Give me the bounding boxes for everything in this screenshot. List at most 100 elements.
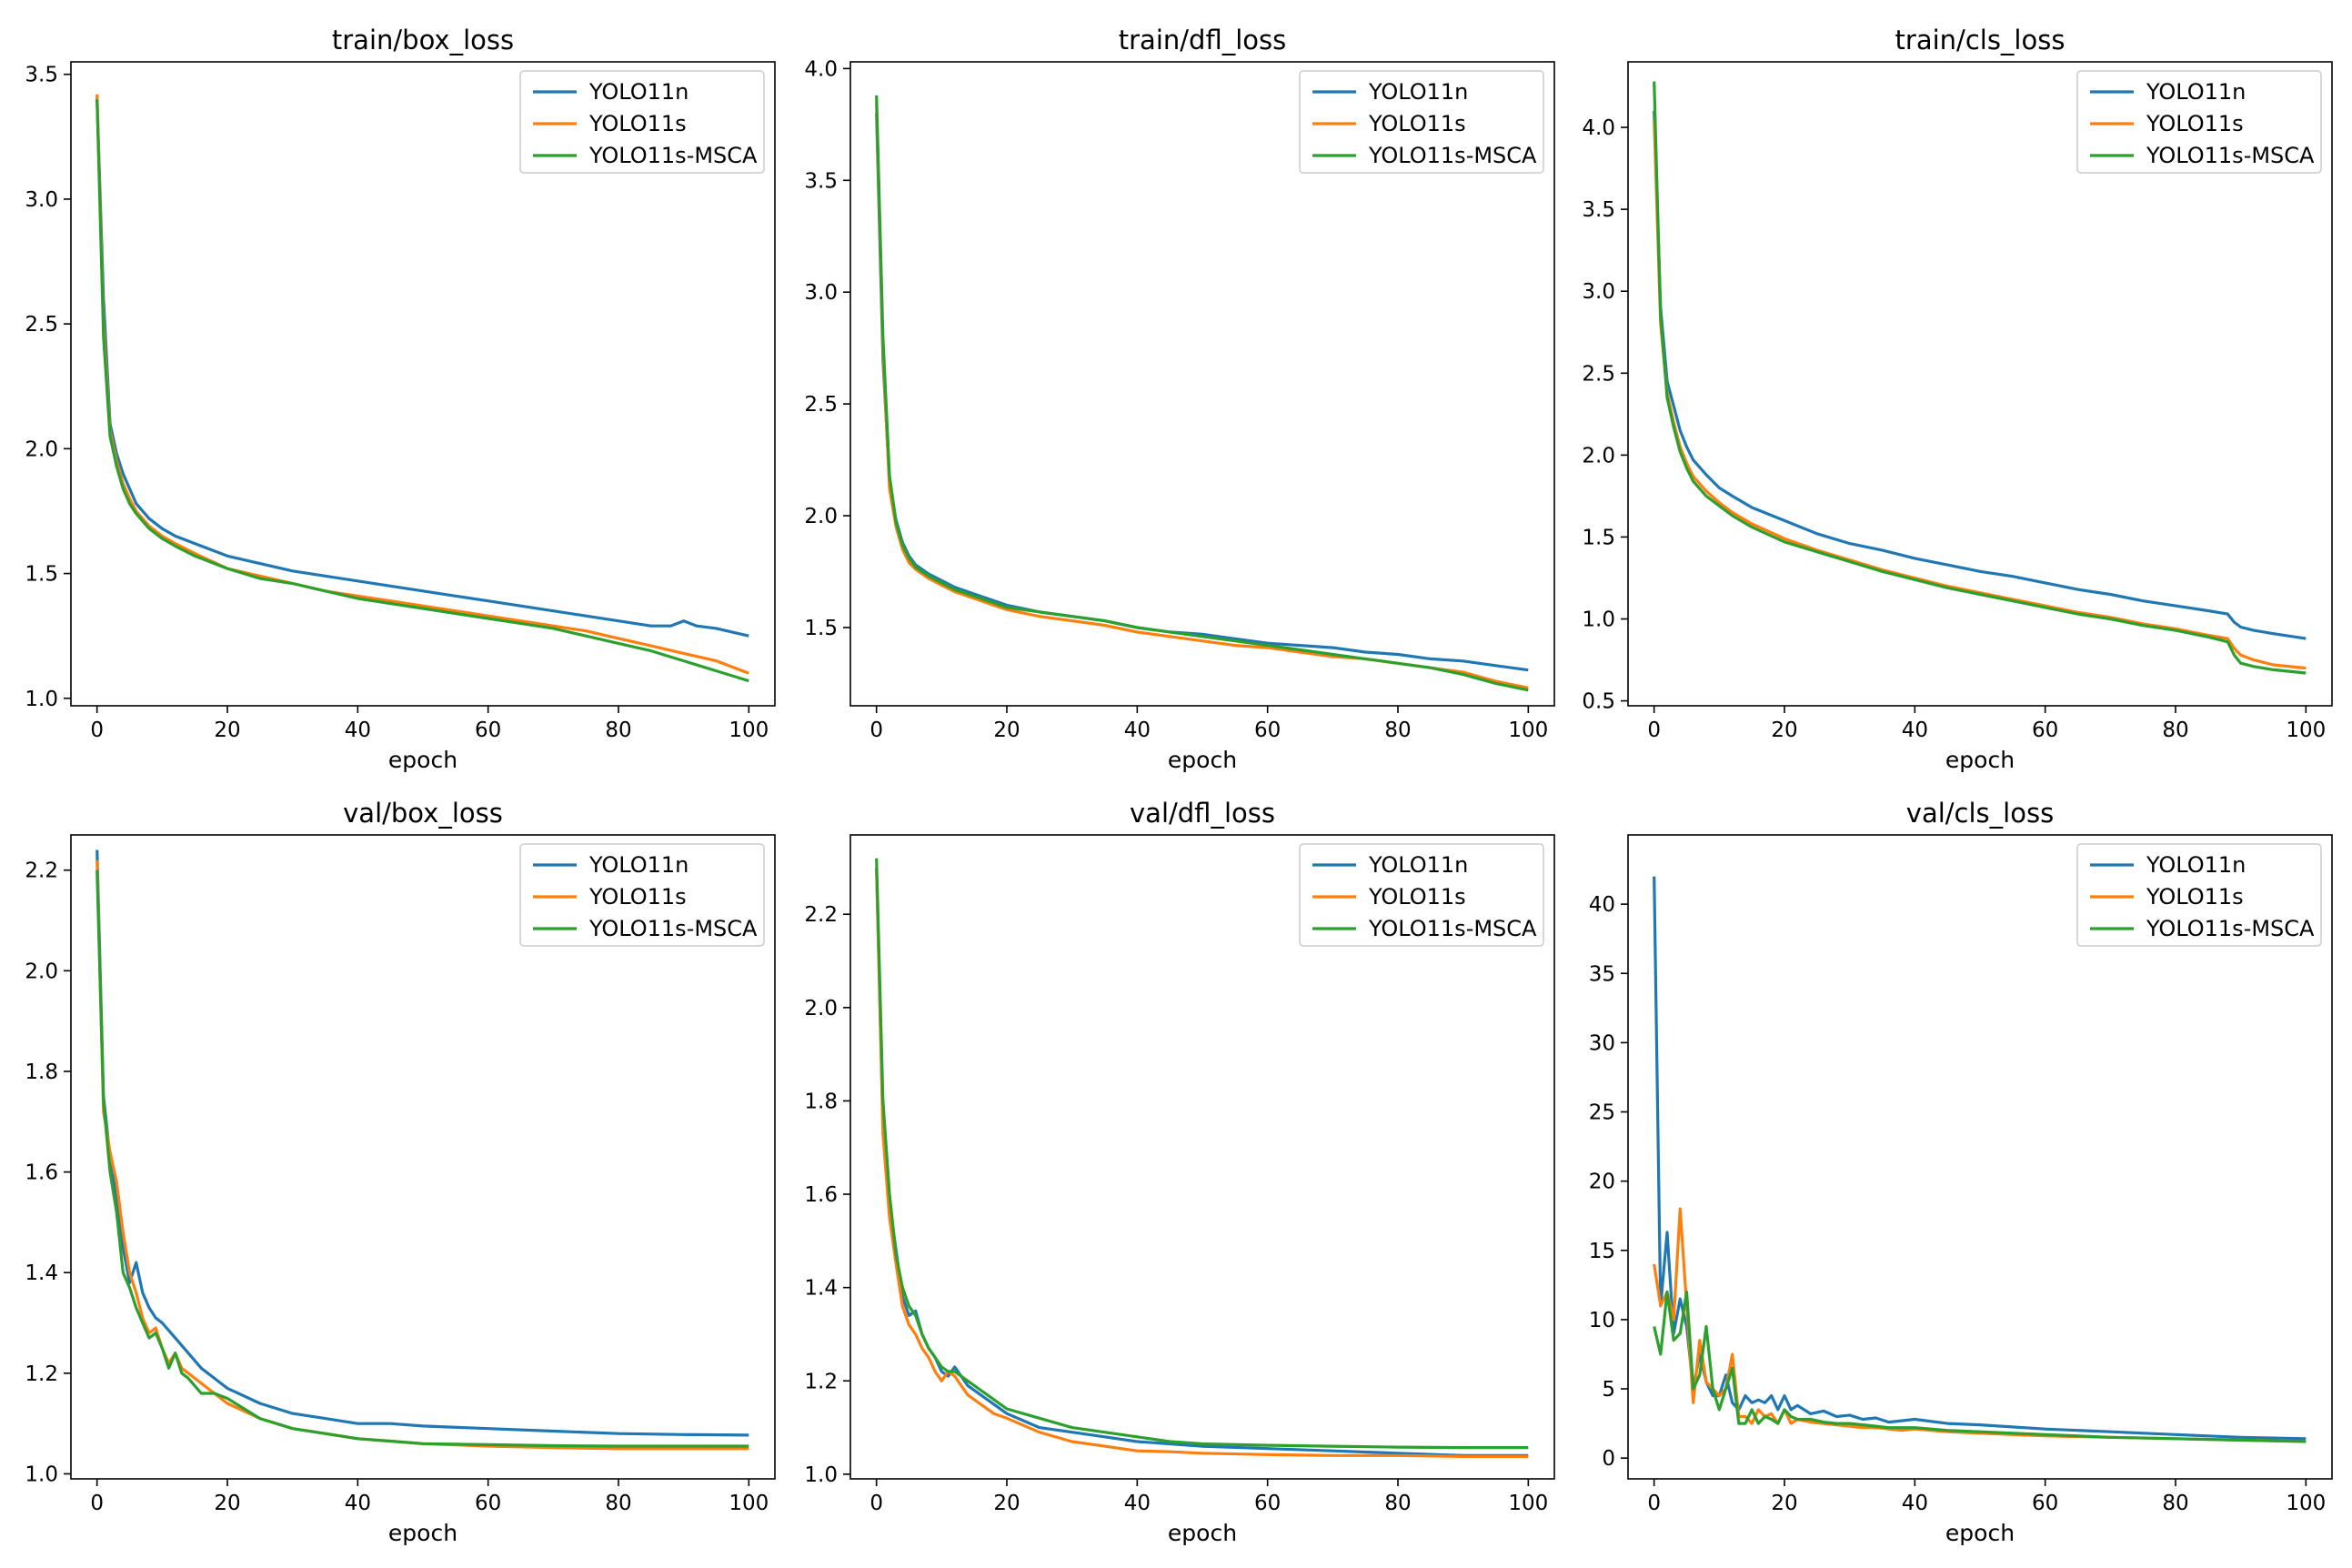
y-tick-label: 1.6 — [25, 1161, 58, 1185]
y-tick-label: 4.0 — [804, 57, 838, 81]
plot-frame — [849, 834, 1555, 1480]
x-tick-label: 40 — [345, 1492, 371, 1515]
y-tick-label: 10 — [1589, 1309, 1615, 1332]
chart-val-dfl-loss: val/dfl_loss 0 20 40 60 80 100 1.0 1.2 1.4 1.6 1.8 2… — [804, 798, 1555, 1546]
series-group — [875, 858, 1529, 1459]
y-tick-label: 1.6 — [804, 1183, 838, 1207]
y-tick-label: 2.5 — [25, 313, 58, 337]
y-tick-label: 1.2 — [25, 1362, 58, 1386]
x-tick-label: 0 — [869, 1492, 883, 1515]
y-tick-label: 1.5 — [1582, 526, 1615, 549]
legend-label-yolo11n: YOLO11n — [1368, 852, 1468, 878]
x-tick-label: 100 — [729, 1492, 769, 1515]
series-line-yolo11n — [95, 849, 749, 1437]
chart-title: train/dfl_loss — [1119, 25, 1286, 55]
series-group — [1653, 81, 2307, 675]
y-tick-label: 1.4 — [25, 1261, 58, 1285]
x-tick-label: 100 — [1508, 1492, 1548, 1515]
y-tick-label: 25 — [1589, 1101, 1615, 1125]
legend-label-yolo11s-msca: YOLO11s-MSCA — [2146, 916, 2315, 941]
y-tick-label: 1.2 — [804, 1370, 838, 1393]
y-tick-label: 2.0 — [25, 960, 58, 983]
series-line-yolo11s-msca — [875, 95, 1529, 692]
series-line-yolo11s — [1653, 119, 2307, 670]
series-group — [95, 849, 749, 1451]
legend: YOLO11n YOLO11s YOLO11s-MSCA — [519, 843, 765, 947]
y-tick-label: 1.0 — [1582, 608, 1615, 632]
y-tick-label: 5 — [1602, 1378, 1615, 1402]
x-tick-label: 40 — [1124, 719, 1151, 742]
x-tick-label: 20 — [214, 719, 240, 742]
legend: YOLO11n YOLO11s YOLO11s-MSCA — [2076, 843, 2322, 947]
chart-val-box-loss: val/box_loss 0 20 40 60 80 100 1.0 1.2 1.4 1.6 1.8 2… — [25, 798, 776, 1546]
legend-label-yolo11n: YOLO11n — [588, 79, 689, 105]
legend-box — [2076, 70, 2322, 174]
x-tick-label: 40 — [1902, 1492, 1928, 1515]
chart-val-cls-loss: val/cls_loss 0 20 40 60 80 100 0 5 10 15 20 25 30 35 40… — [1589, 798, 2333, 1546]
y-tick-label: 1.0 — [804, 1463, 838, 1487]
legend-label-yolo11s-msca: YOLO11s-MSCA — [588, 916, 758, 941]
x-axis-label: epoch — [1945, 747, 2015, 773]
series-line-yolo11n — [1653, 110, 2307, 640]
legend-box — [1299, 70, 1544, 174]
y-tick-label: 1.8 — [804, 1090, 838, 1113]
legend: YOLO11n YOLO11s YOLO11s-MSCA — [1299, 70, 1544, 174]
series-line-yolo11s-msca — [1653, 81, 2307, 675]
plot-frame — [849, 61, 1555, 707]
series-line-yolo11s-msca — [95, 869, 749, 1448]
legend-box — [519, 70, 765, 174]
chart-train-dfl-loss: train/dfl_loss 0 20 40 60 80 100 1.5 2.0 2.5 3.0 3.… — [804, 25, 1555, 773]
chart-title: val/dfl_loss — [1130, 798, 1275, 829]
plot-frame — [1627, 61, 2333, 707]
x-tick-label: 80 — [1384, 1492, 1411, 1515]
chart-title: val/box_loss — [343, 798, 503, 829]
y-tick-label: 3.5 — [25, 64, 58, 87]
y-tick-label: 3.0 — [804, 281, 838, 305]
x-tick-label: 80 — [605, 1492, 631, 1515]
chart-title: val/cls_loss — [1906, 798, 2054, 829]
y-tick-label: 2.0 — [1582, 444, 1615, 467]
y-tick-label: 2.0 — [25, 437, 58, 461]
x-tick-label: 40 — [345, 719, 371, 742]
y-tick-label: 1.5 — [804, 617, 838, 640]
legend-label-yolo11s-msca: YOLO11s-MSCA — [588, 143, 758, 168]
series-line-yolo11s — [95, 94, 749, 675]
x-tick-label: 0 — [90, 719, 104, 742]
series-line-yolo11n — [1653, 876, 2307, 1441]
legend-box — [519, 843, 765, 947]
legend: YOLO11n YOLO11s YOLO11s-MSCA — [2076, 70, 2322, 174]
series-group — [1653, 876, 2307, 1443]
y-tick-label: 2.5 — [804, 393, 838, 417]
legend-label-yolo11s-msca: YOLO11s-MSCA — [1368, 143, 1537, 168]
x-tick-label: 20 — [993, 719, 1020, 742]
series-line-yolo11s — [875, 867, 1529, 1459]
y-tick-label: 2.0 — [804, 997, 838, 1020]
chart-train-cls-loss: train/cls_loss 0 20 40 60 80 100 0.5 1.0 1.5 2.0 2.… — [1582, 25, 2333, 773]
y-tick-label: 3.0 — [25, 188, 58, 212]
legend-label-yolo11n: YOLO11n — [1368, 79, 1468, 105]
series-line-yolo11n — [875, 113, 1529, 672]
x-tick-label: 40 — [1902, 719, 1928, 742]
y-tick-label: 3.0 — [1582, 280, 1615, 304]
x-tick-label: 100 — [2286, 1492, 2326, 1515]
y-tick-label: 1.0 — [25, 1462, 58, 1486]
x-tick-label: 20 — [1771, 1492, 1797, 1515]
legend: YOLO11n YOLO11s YOLO11s-MSCA — [519, 70, 765, 174]
x-axis-label: epoch — [1945, 1520, 2015, 1546]
x-tick-label: 100 — [1508, 719, 1548, 742]
x-tick-label: 80 — [1384, 719, 1411, 742]
x-tick-label: 80 — [605, 719, 631, 742]
x-axis-label: epoch — [388, 1520, 457, 1546]
chart-title: train/box_loss — [332, 25, 514, 55]
y-tick-label: 15 — [1589, 1240, 1615, 1263]
x-tick-label: 80 — [2162, 1492, 2188, 1515]
legend-label-yolo11s: YOLO11s — [2146, 884, 2244, 910]
legend-label-yolo11s: YOLO11s — [1368, 884, 1466, 910]
series-line-yolo11s-msca — [1653, 1290, 2307, 1443]
legend-label-yolo11n: YOLO11n — [588, 852, 689, 878]
x-tick-label: 60 — [2032, 1492, 2058, 1515]
legend-label-yolo11s-msca: YOLO11s-MSCA — [1368, 916, 1537, 941]
plot-frame — [70, 61, 776, 707]
x-tick-label: 80 — [2162, 719, 2188, 742]
y-tick-label: 2.5 — [1582, 362, 1615, 386]
